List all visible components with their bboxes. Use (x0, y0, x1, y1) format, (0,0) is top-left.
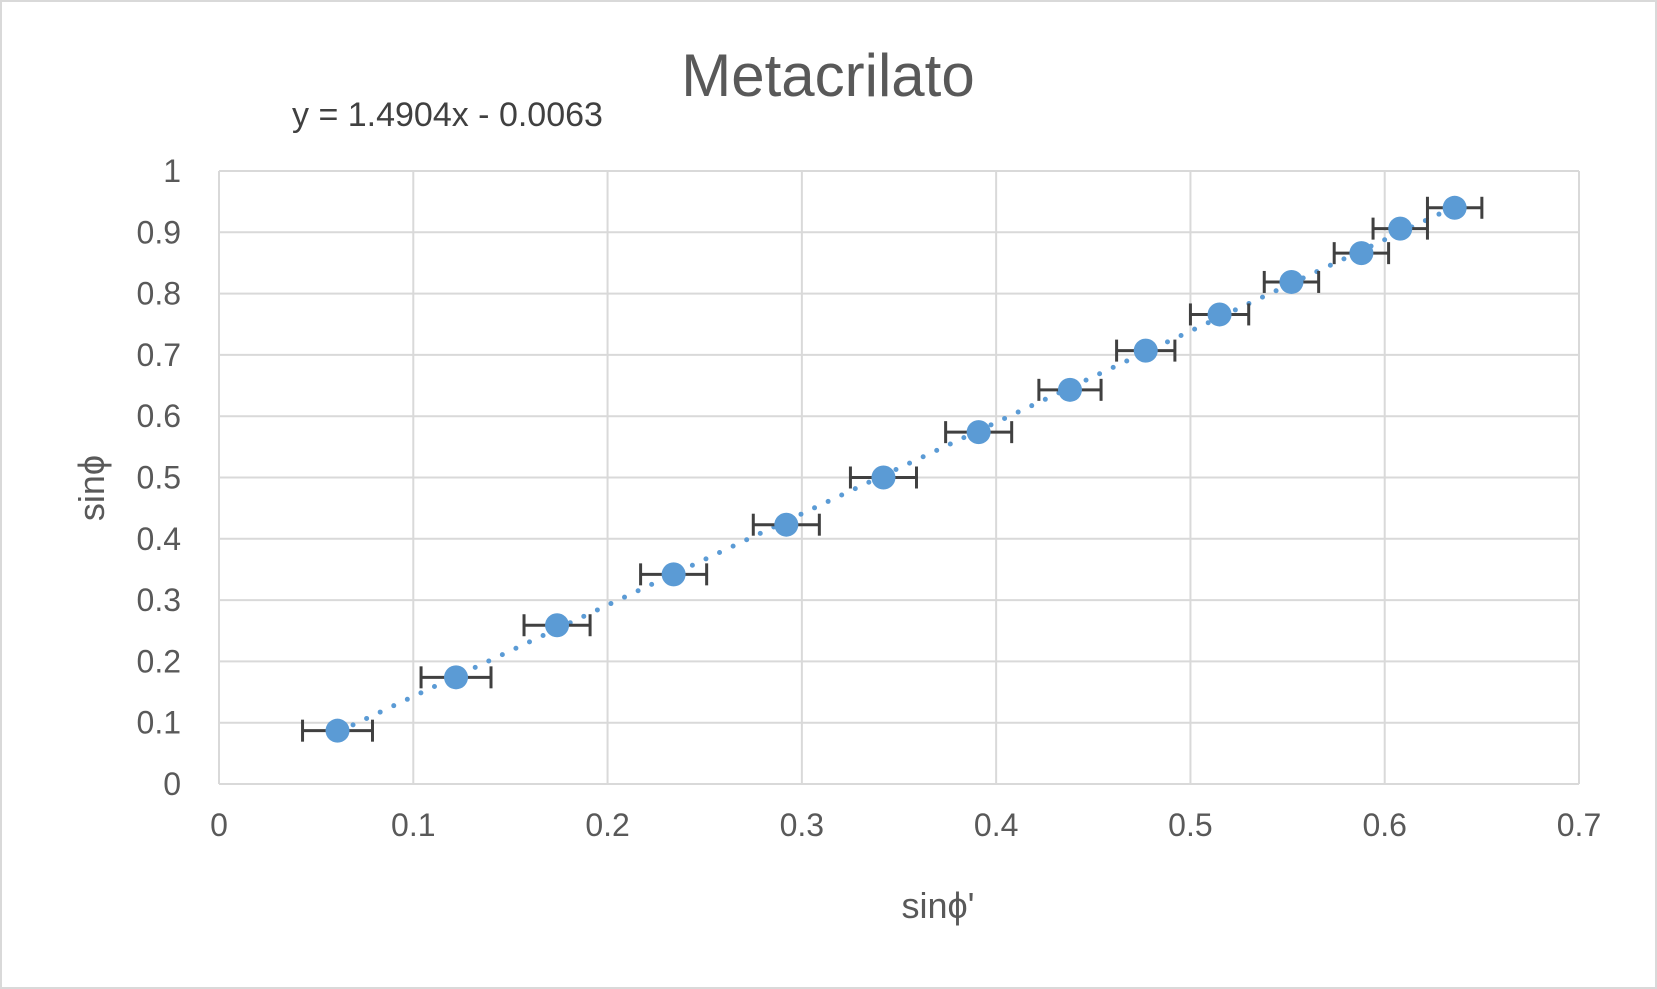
data-point (661, 562, 686, 587)
trendline-equation: y = 1.4904x - 0.0063 (292, 96, 603, 134)
y-tick-label: 0.4 (137, 521, 181, 557)
data-point (1057, 377, 1082, 402)
data-points (325, 195, 1467, 743)
y-tick-label: 0.3 (137, 582, 181, 618)
x-tick-label: 0.2 (585, 807, 629, 843)
y-tick-label: 0.1 (137, 705, 181, 741)
x-tick-label: 0.5 (1168, 807, 1212, 843)
chart-title: Metacrilato (681, 42, 974, 109)
trendline-group (336, 204, 1458, 734)
grid (219, 170, 1580, 784)
data-point (1133, 338, 1158, 363)
data-point (774, 512, 799, 537)
data-point (1279, 269, 1304, 294)
y-tick-label: 0 (163, 766, 181, 802)
data-point (325, 718, 350, 743)
y-tick-label: 0.6 (137, 398, 181, 434)
y-tick-label: 0.9 (137, 214, 181, 250)
data-point (1349, 241, 1374, 266)
x-tick-label: 0.1 (391, 807, 435, 843)
data-point (1207, 302, 1232, 327)
data-point (444, 665, 469, 690)
data-point (1442, 195, 1467, 220)
trendline (336, 204, 1458, 734)
y-tick-label: 0.7 (137, 337, 181, 373)
axes (218, 171, 1579, 785)
y-axis-title: sinϕ (71, 455, 112, 521)
x-tick-label: 0.4 (974, 807, 1018, 843)
data-point (966, 420, 991, 445)
tick-labels: 0 0.1 0.2 0.3 0.4 0.5 0.6 0.7 0 0.1 0.2 0.3 0.4 0.5 0.… (137, 153, 1602, 843)
y-tick-label: 0.8 (137, 276, 181, 312)
y-tick-label: 1 (163, 153, 181, 189)
data-point (871, 465, 896, 490)
x-tick-label: 0.6 (1362, 807, 1406, 843)
x-axis-title: sinϕ' (901, 885, 974, 926)
data-point (545, 613, 570, 638)
x-tick-label: 0.3 (780, 807, 824, 843)
y-tick-label: 0.2 (137, 643, 181, 679)
x-tick-label: 0.7 (1557, 807, 1601, 843)
data-point (1388, 216, 1413, 241)
x-tick-label: 0 (210, 807, 228, 843)
y-tick-label: 0.5 (137, 460, 181, 496)
